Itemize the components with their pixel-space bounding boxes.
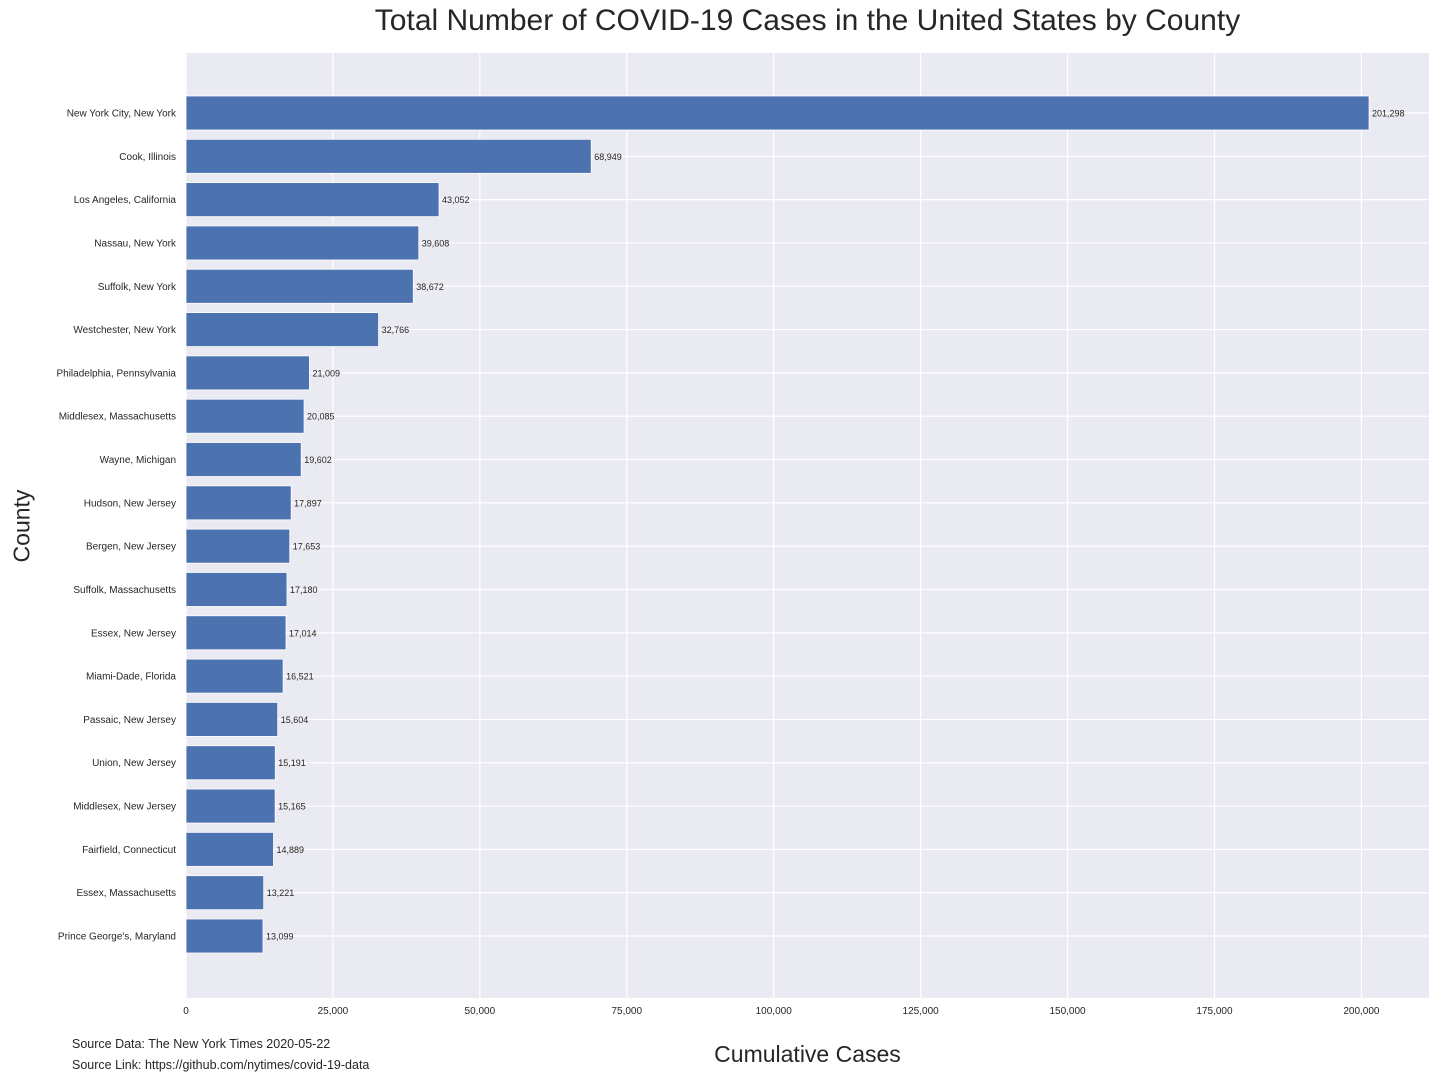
y-tick-label: New York City, New York bbox=[67, 109, 177, 120]
y-tick-label: Los Angeles, California bbox=[74, 195, 177, 206]
bar-value-label: 39,608 bbox=[422, 238, 450, 248]
x-tick-label: 175,000 bbox=[1196, 1006, 1233, 1017]
x-tick-label: 25,000 bbox=[318, 1006, 349, 1017]
bar-value-label: 17,180 bbox=[290, 585, 318, 595]
y-tick-label: Bergen, New Jersey bbox=[86, 542, 176, 553]
x-tick-label: 200,000 bbox=[1343, 1006, 1380, 1017]
x-tick-label: 75,000 bbox=[611, 1006, 642, 1017]
bar bbox=[185, 572, 288, 607]
y-tick-label: Essex, New Jersey bbox=[91, 628, 176, 639]
bar-value-label: 14,889 bbox=[277, 845, 305, 855]
x-axis-label: Cumulative Cases bbox=[714, 1041, 901, 1067]
bar-value-label: 15,604 bbox=[281, 715, 309, 725]
value-labels: 201,298 68,949 43,052 39,608 38,672 32,766 21,… bbox=[266, 109, 1405, 942]
bars bbox=[185, 95, 1370, 954]
bar bbox=[185, 788, 276, 824]
bar-value-label: 201,298 bbox=[1372, 109, 1405, 119]
bar bbox=[185, 702, 279, 737]
x-tick-label: 125,000 bbox=[903, 1006, 940, 1017]
y-tick-label: Suffolk, New York bbox=[98, 282, 177, 293]
bar-value-label: 16,521 bbox=[286, 672, 314, 682]
bar bbox=[185, 355, 310, 391]
x-tick-label: 150,000 bbox=[1049, 1006, 1086, 1017]
y-tick-label: Prince George's, Maryland bbox=[58, 932, 176, 943]
y-tick-label: Passaic, New Jersey bbox=[83, 715, 176, 726]
bar-value-label: 17,897 bbox=[294, 498, 322, 508]
y-tick-label: Westchester, New York bbox=[73, 325, 177, 336]
bar bbox=[185, 138, 592, 174]
x-tick-label: 0 bbox=[183, 1006, 189, 1017]
bar bbox=[185, 658, 284, 694]
bar-value-label: 15,165 bbox=[278, 802, 306, 812]
y-tick-label: Hudson, New Jersey bbox=[84, 498, 176, 509]
bar-value-label: 13,099 bbox=[266, 932, 294, 942]
bar-value-label: 43,052 bbox=[442, 195, 470, 205]
bar-value-label: 20,085 bbox=[307, 412, 335, 422]
bar-value-label: 17,653 bbox=[293, 542, 321, 552]
bar bbox=[185, 918, 264, 954]
y-tick-label: Philadelphia, Pennsylvania bbox=[56, 368, 176, 379]
bar bbox=[185, 95, 1370, 131]
bar bbox=[185, 442, 302, 477]
bar bbox=[185, 615, 287, 651]
bar-value-label: 21,009 bbox=[312, 368, 340, 378]
bar-value-label: 13,221 bbox=[267, 888, 295, 898]
x-tick-labels: 0 25,000 50,000 75,000 100,000 125,000 150,000… bbox=[183, 1006, 1380, 1017]
y-tick-label: Middlesex, New Jersey bbox=[73, 802, 176, 813]
bar bbox=[185, 485, 292, 521]
bar bbox=[185, 182, 440, 218]
y-tick-label: Wayne, Michigan bbox=[100, 455, 176, 466]
bar bbox=[185, 875, 265, 911]
source-link-note: Source Link: https://github.com/nytimes/… bbox=[72, 1058, 370, 1072]
bar bbox=[185, 528, 291, 564]
bar bbox=[185, 225, 420, 261]
y-tick-label: Cook, Illinois bbox=[119, 152, 176, 163]
bar-value-label: 15,191 bbox=[278, 758, 306, 768]
y-tick-label: Suffolk, Massachusetts bbox=[73, 585, 176, 596]
bar-value-label: 68,949 bbox=[594, 152, 622, 162]
y-tick-label: Union, New Jersey bbox=[92, 758, 176, 769]
bar bbox=[185, 268, 414, 304]
bar-value-label: 32,766 bbox=[382, 325, 410, 335]
x-tick-label: 100,000 bbox=[756, 1006, 793, 1017]
y-tick-label: Nassau, New York bbox=[94, 238, 177, 249]
bar-value-label: 19,602 bbox=[304, 455, 332, 465]
y-tick-label: Middlesex, Massachusetts bbox=[59, 412, 176, 423]
bar bbox=[185, 398, 305, 434]
bar bbox=[185, 831, 274, 867]
x-tick-label: 50,000 bbox=[465, 1006, 496, 1017]
y-tick-label: Fairfield, Connecticut bbox=[82, 845, 176, 856]
bar bbox=[185, 312, 379, 347]
y-tick-labels: New York City, New York Cook, Illinois Los… bbox=[56, 109, 177, 943]
bar-value-label: 38,672 bbox=[416, 282, 444, 292]
y-tick-label: Essex, Massachusetts bbox=[77, 888, 176, 899]
source-data-note: Source Data: The New York Times 2020-05-… bbox=[72, 1037, 331, 1051]
y-tick-label: Miami-Dade, Florida bbox=[86, 672, 176, 683]
bar bbox=[185, 745, 276, 781]
y-axis-label: County bbox=[8, 489, 35, 563]
gridlines bbox=[185, 53, 1429, 998]
chart-title: Total Number of COVID-19 Cases in the Un… bbox=[374, 4, 1241, 37]
bar-value-label: 17,014 bbox=[289, 628, 317, 638]
